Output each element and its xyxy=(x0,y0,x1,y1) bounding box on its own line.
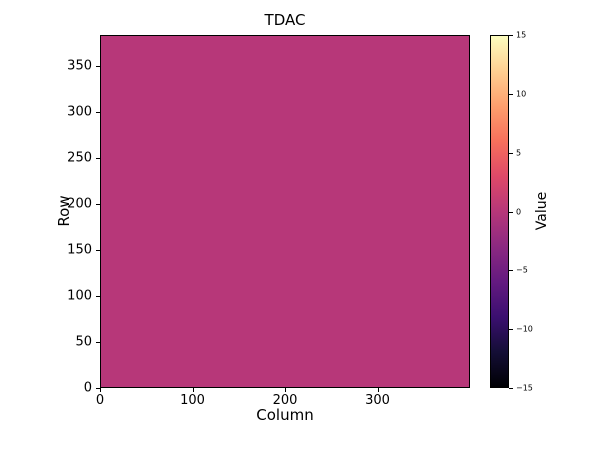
y-axis-label: Row xyxy=(55,195,73,227)
x-tick-mark xyxy=(377,388,379,392)
x-tick-label: 100 xyxy=(180,393,205,408)
colorbar-gradient xyxy=(491,36,508,387)
colorbar-tick-label: 10 xyxy=(516,89,527,99)
y-tick-label: 0 xyxy=(83,380,92,396)
y-tick-mark xyxy=(96,66,100,68)
x-tick-mark xyxy=(100,388,101,392)
colorbar-tick-label: −10 xyxy=(516,324,533,334)
colorbar-tick-mark xyxy=(509,211,513,213)
y-tick-mark xyxy=(96,296,100,298)
colorbar-tick-label: −5 xyxy=(516,265,528,275)
x-tick-label: 300 xyxy=(365,393,390,408)
y-tick-label: 350 xyxy=(67,58,92,74)
chart-title: TDAC xyxy=(264,11,306,29)
colorbar-tick-mark xyxy=(509,93,513,95)
y-tick-mark xyxy=(96,112,100,114)
y-tick-mark xyxy=(96,250,100,252)
colorbar-label: Value xyxy=(534,191,550,231)
y-tick-label: 200 xyxy=(67,196,92,212)
y-tick-label: 150 xyxy=(67,242,92,258)
y-tick-mark xyxy=(96,204,100,206)
y-tick-mark xyxy=(96,342,100,343)
colorbar-tick-label: 5 xyxy=(516,148,522,158)
colorbar-tick-mark xyxy=(509,35,513,36)
y-tick-label: 300 xyxy=(67,104,92,120)
colorbar-tick-label: −15 xyxy=(516,383,533,393)
colorbar xyxy=(490,35,509,388)
colorbar-tick-mark xyxy=(509,152,513,154)
colorbar-tick-label: 0 xyxy=(516,207,522,216)
y-tick-label: 250 xyxy=(67,150,92,166)
y-tick-label: 50 xyxy=(75,334,92,350)
x-axis-label: Column xyxy=(256,406,314,424)
colorbar-tick-mark xyxy=(509,270,513,272)
colorbar-tick-mark xyxy=(509,388,513,389)
x-tick-mark xyxy=(192,388,194,392)
colorbar-tick-mark xyxy=(509,329,513,331)
y-tick-mark xyxy=(96,388,100,389)
x-tick-mark xyxy=(285,388,286,392)
heatmap xyxy=(100,35,470,388)
colorbar-tick-label: 15 xyxy=(516,30,527,40)
y-tick-mark xyxy=(96,158,100,160)
x-tick-label: 0 xyxy=(95,393,105,408)
y-tick-label: 100 xyxy=(67,288,92,304)
x-tick-label: 200 xyxy=(272,393,298,408)
